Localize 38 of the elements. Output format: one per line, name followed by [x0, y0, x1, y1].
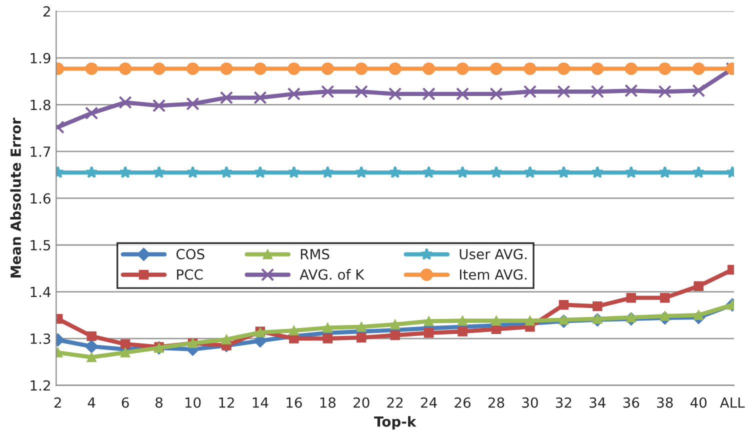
x-tick-label: 24: [421, 397, 437, 408]
x-tick-label: 32: [556, 397, 572, 408]
x-tick-label: 30: [522, 397, 538, 408]
x-tick-label: 12: [219, 397, 234, 408]
y-tick-label: 1.4: [30, 286, 51, 298]
legend-label: AVG. of K: [300, 269, 364, 280]
x-tick-label: 8: [156, 397, 162, 408]
x-tick-label: 2: [54, 397, 61, 408]
x-tick-label: 18: [320, 397, 336, 408]
legend-label: User AVG.: [460, 248, 526, 260]
y-tick-label: 1.3: [30, 333, 50, 344]
y-tick-label: 1.2: [30, 380, 50, 391]
y-tick-label: 1.7: [30, 146, 50, 157]
legend-label: RMS: [300, 248, 330, 260]
x-tick-label: 16: [286, 397, 302, 408]
y-tick-label: 1.5: [30, 240, 50, 250]
y-tick-label: 1.6: [30, 193, 50, 204]
x-tick-label: 22: [387, 397, 403, 408]
y-tick-label: 1.9: [30, 52, 50, 64]
x-tick-label: 14: [252, 398, 268, 408]
x-tick-label: 38: [657, 397, 673, 408]
x-tick-label: 36: [623, 397, 640, 408]
x-tick-label: 6: [122, 397, 129, 408]
x-tick-label: 40: [690, 397, 707, 408]
y-tick-label: 1.8: [30, 100, 50, 110]
x-tick-label: 28: [488, 397, 504, 408]
legend-label: PCC: [177, 269, 203, 280]
x-tick-label: 26: [454, 397, 471, 408]
y-tick-label: 2: [43, 6, 50, 16]
x-tick-label: 4: [88, 398, 96, 408]
y-axis-title: Mean Absolute Error: [10, 118, 21, 278]
x-axis-title: Top-k: [374, 416, 416, 430]
x-tick-label: ALL: [720, 398, 745, 408]
legend-label: COS: [176, 248, 204, 260]
x-tick-label: 34: [590, 397, 606, 408]
x-tick-label: 10: [185, 397, 201, 408]
legend-label: Item AVG.: [460, 269, 526, 280]
x-tick-label: 20: [354, 397, 370, 408]
